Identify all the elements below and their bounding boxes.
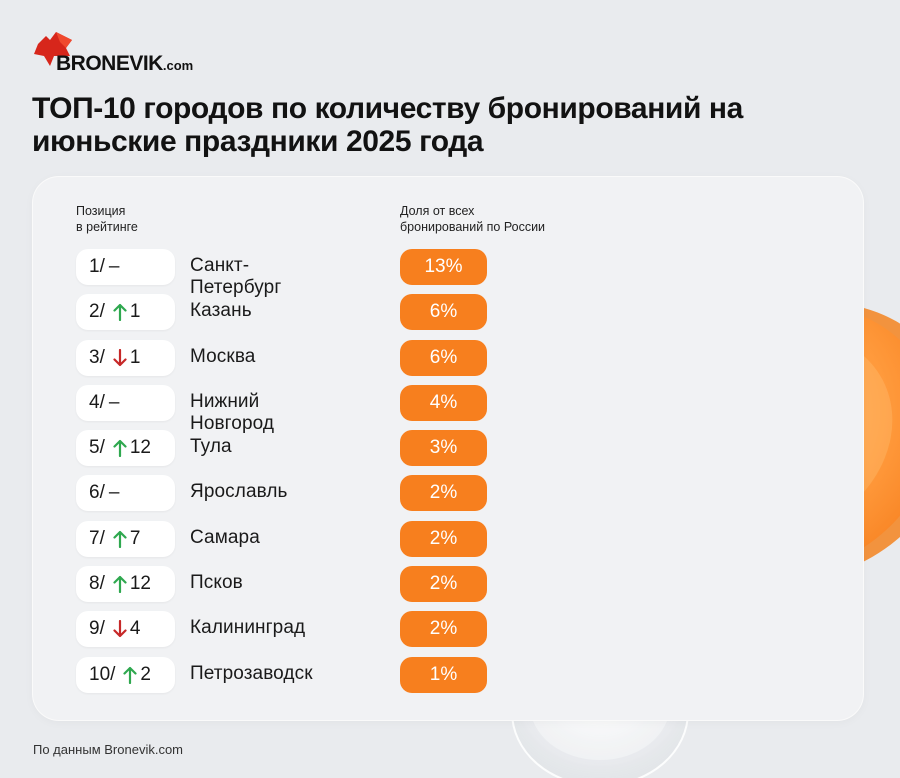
- position-change: –: [108, 391, 120, 413]
- position-number: 7/: [89, 527, 105, 549]
- share-badge: 2%: [400, 566, 487, 603]
- position-change: 2: [140, 663, 151, 685]
- arrow-down-icon: [111, 619, 129, 639]
- position-pill: 3/1: [76, 339, 175, 376]
- share-badge: 6%: [400, 294, 487, 331]
- arrow-up-icon: [111, 438, 129, 458]
- arrow-up-icon: [111, 529, 129, 549]
- position-change: 4: [129, 618, 141, 640]
- city-name: Тула: [190, 436, 232, 458]
- position-change: 7: [129, 527, 141, 549]
- position-pill: 5/12: [76, 430, 175, 467]
- logo-flag-icon: [34, 32, 72, 66]
- share-badge: 3%: [400, 430, 487, 467]
- share-header: Доля от всех бронирований по России: [400, 204, 546, 234]
- arrow-up-icon: [111, 302, 129, 322]
- share-badge: 2%: [400, 520, 487, 557]
- city-name: Петрозаводск: [190, 662, 313, 684]
- position-number: 5/: [89, 437, 105, 459]
- share-badge: 13%: [400, 249, 487, 285]
- city-name: Самара: [190, 526, 260, 548]
- position-pill: 7/7: [76, 520, 175, 557]
- position-change: 1: [129, 346, 141, 368]
- position-change: –: [108, 256, 120, 277]
- position-number: 4/: [89, 391, 105, 413]
- city-name: Москва: [190, 345, 256, 367]
- city-name: Нижний Новгород: [190, 390, 275, 434]
- logo-text: BRONEVIK: [56, 52, 163, 75]
- position-number: 10/: [89, 663, 116, 685]
- share-badge: 4%: [400, 384, 487, 421]
- position-pill: 1/–: [76, 249, 175, 285]
- city-name: Санкт-Петербург: [190, 255, 282, 298]
- arrow-up-icon: [121, 665, 139, 685]
- page-title: ТОП-10 городов по количеству бронировани…: [32, 92, 743, 158]
- position-number: 9/: [89, 618, 105, 640]
- brand-logo: BRONEVIK.com: [32, 30, 202, 76]
- position-number: 6/: [89, 482, 105, 504]
- share-badge: 6%: [400, 339, 487, 376]
- city-name: Ярославль: [190, 481, 288, 503]
- position-number: 3/: [89, 346, 105, 368]
- source-note: По данным Bronevik.com: [33, 742, 184, 757]
- position-pill: 6/–: [76, 475, 175, 512]
- position-change: 12: [129, 437, 151, 459]
- position-change: 1: [129, 301, 141, 323]
- position-header: Позиция в рейтинге: [76, 204, 138, 234]
- position-pill: 2/1: [76, 294, 175, 331]
- position-pill: 9/4: [76, 611, 175, 648]
- share-badge: 2%: [400, 611, 487, 648]
- city-name: Псков: [190, 572, 243, 594]
- position-number: 1/: [89, 256, 105, 277]
- arrow-down-icon: [111, 348, 129, 368]
- position-pill: 8/12: [76, 566, 175, 603]
- rating-card: Позиция в рейтинге Доля от всех брониров…: [33, 177, 863, 720]
- position-pill: 10/2: [76, 656, 175, 693]
- city-name: Калининград: [190, 617, 306, 639]
- position-number: 8/: [89, 573, 105, 595]
- arrow-up-icon: [111, 574, 129, 594]
- position-number: 2/: [89, 301, 105, 323]
- position-pill: 4/–: [76, 384, 175, 421]
- logo-suffix: .com: [162, 58, 194, 73]
- position-change: –: [108, 482, 120, 504]
- position-change: 12: [129, 573, 151, 595]
- logo-wordmark: BRONEVIK.com: [56, 52, 193, 76]
- share-badge: 2%: [400, 475, 487, 512]
- share-badge: 1%: [400, 656, 487, 693]
- city-name: Казань: [190, 300, 252, 322]
